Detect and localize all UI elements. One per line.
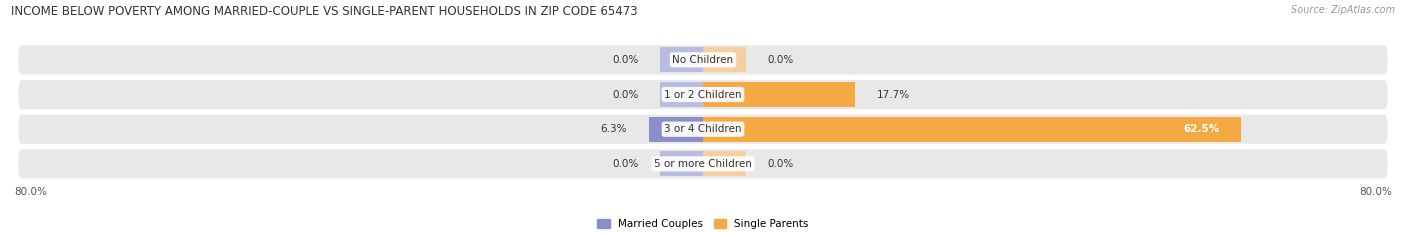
Bar — [703, 47, 747, 72]
Text: 80.0%: 80.0% — [1360, 187, 1392, 197]
Text: 5 or more Children: 5 or more Children — [654, 159, 752, 169]
Text: 0.0%: 0.0% — [768, 159, 794, 169]
FancyBboxPatch shape — [18, 80, 1388, 109]
FancyBboxPatch shape — [18, 45, 1388, 74]
Text: Source: ZipAtlas.com: Source: ZipAtlas.com — [1291, 5, 1395, 15]
Bar — [648, 117, 703, 142]
Text: 62.5%: 62.5% — [1184, 124, 1219, 134]
Text: 1 or 2 Children: 1 or 2 Children — [664, 89, 742, 99]
Bar — [703, 82, 855, 107]
Text: No Children: No Children — [672, 55, 734, 65]
Text: 0.0%: 0.0% — [612, 55, 638, 65]
Bar — [659, 151, 703, 176]
Legend: Married Couples, Single Parents: Married Couples, Single Parents — [598, 219, 808, 229]
Bar — [659, 47, 703, 72]
FancyBboxPatch shape — [18, 115, 1388, 144]
Text: 0.0%: 0.0% — [768, 55, 794, 65]
Text: 17.7%: 17.7% — [877, 89, 910, 99]
Bar — [703, 151, 747, 176]
Text: INCOME BELOW POVERTY AMONG MARRIED-COUPLE VS SINGLE-PARENT HOUSEHOLDS IN ZIP COD: INCOME BELOW POVERTY AMONG MARRIED-COUPL… — [11, 5, 638, 18]
Text: 80.0%: 80.0% — [14, 187, 46, 197]
Text: 0.0%: 0.0% — [612, 89, 638, 99]
Bar — [659, 82, 703, 107]
Text: 3 or 4 Children: 3 or 4 Children — [664, 124, 742, 134]
Text: 0.0%: 0.0% — [612, 159, 638, 169]
FancyBboxPatch shape — [18, 149, 1388, 178]
Bar — [703, 117, 1241, 142]
Text: 6.3%: 6.3% — [600, 124, 627, 134]
